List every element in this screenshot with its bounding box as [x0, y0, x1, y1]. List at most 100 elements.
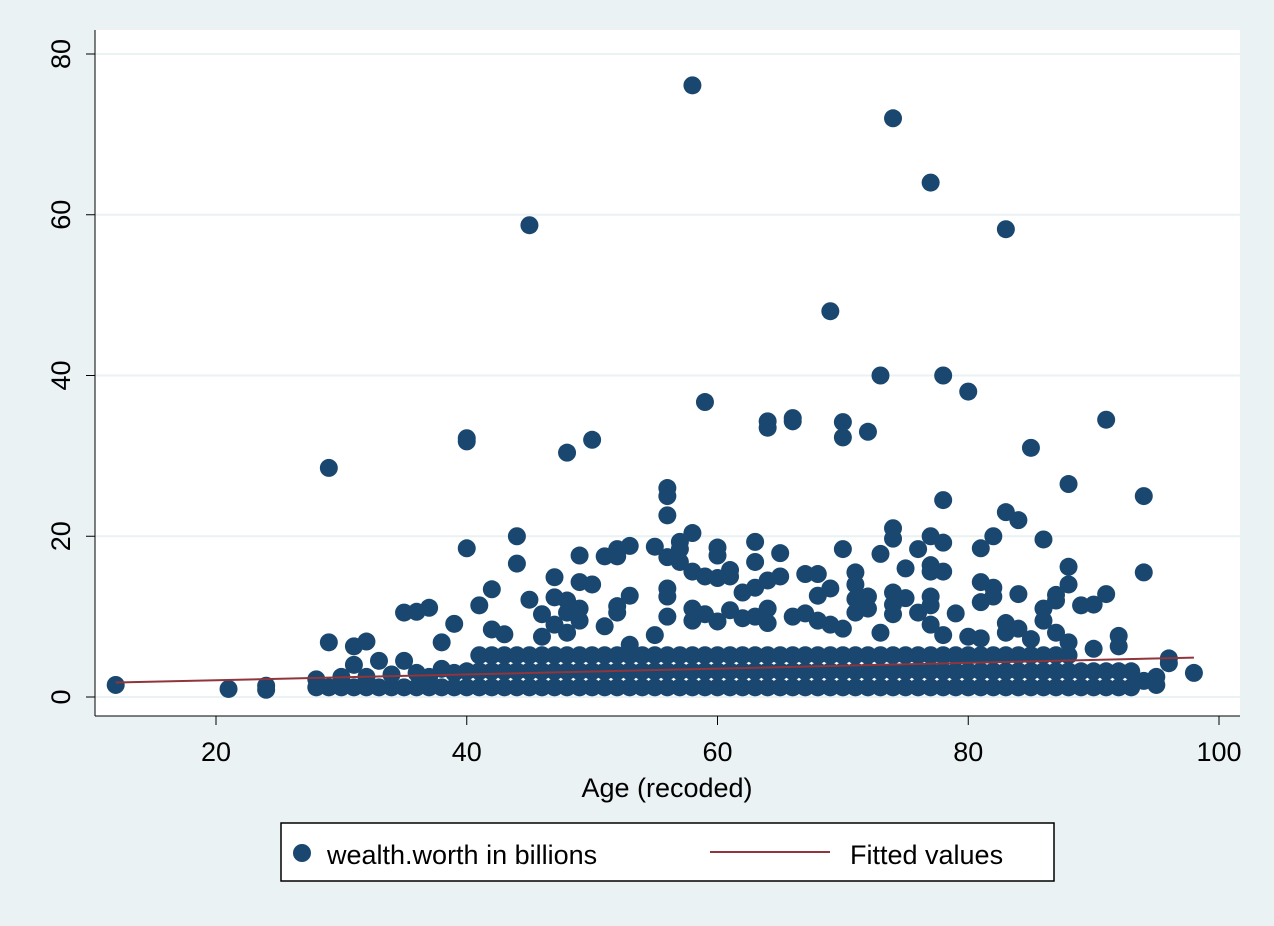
- data-point: [1009, 511, 1028, 530]
- data-point: [846, 662, 865, 681]
- data-point: [971, 678, 990, 697]
- data-point: [984, 587, 1003, 606]
- data-point: [620, 646, 639, 665]
- data-point: [833, 540, 852, 559]
- data-point: [921, 562, 940, 581]
- data-point: [959, 662, 978, 681]
- data-point: [570, 611, 589, 630]
- data-point: [670, 662, 689, 681]
- data-point: [470, 678, 489, 697]
- data-point: [1034, 646, 1053, 665]
- data-point: [896, 662, 915, 681]
- legend-box: [280, 822, 1055, 882]
- data-point: [858, 422, 877, 441]
- data-point: [758, 646, 777, 665]
- data-point: [1134, 671, 1153, 690]
- gridlines: [95, 53, 1240, 698]
- data-point: [771, 678, 790, 697]
- data-point: [934, 533, 953, 552]
- data-point: [833, 619, 852, 638]
- data-point: [758, 418, 777, 437]
- data-point: [871, 662, 890, 681]
- data-point: [507, 646, 526, 665]
- data-point: [520, 216, 539, 235]
- data-point: [570, 546, 589, 565]
- data-point: [683, 678, 702, 697]
- data-point: [1047, 662, 1066, 681]
- data-point: [532, 646, 551, 665]
- data-point: [670, 552, 689, 571]
- legend: wealth.worth in billions Fitted values: [280, 822, 1055, 882]
- data-point: [846, 575, 865, 594]
- data-point: [1134, 563, 1153, 582]
- data-point: [658, 662, 677, 681]
- data-point: [858, 662, 877, 681]
- data-point: [395, 651, 414, 670]
- data-point: [1034, 662, 1053, 681]
- data-point: [683, 524, 702, 543]
- data-point: [934, 626, 953, 645]
- data-point: [1047, 678, 1066, 697]
- data-point: [708, 546, 727, 565]
- data-point: [721, 662, 740, 681]
- data-point: [708, 612, 727, 631]
- data-point: [858, 599, 877, 618]
- data-point: [1184, 663, 1203, 682]
- data-point: [1021, 646, 1040, 665]
- data-point: [833, 646, 852, 665]
- data-point: [821, 678, 840, 697]
- data-point: [695, 393, 714, 412]
- data-point: [357, 632, 376, 651]
- data-point: [808, 646, 827, 665]
- data-point: [871, 678, 890, 697]
- data-point: [996, 678, 1015, 697]
- data-point: [595, 617, 614, 636]
- data-point: [909, 540, 928, 559]
- data-point: [796, 678, 815, 697]
- data-point: [545, 678, 564, 697]
- data-point: [1059, 475, 1078, 494]
- data-point: [1097, 585, 1116, 604]
- data-point: [319, 678, 338, 697]
- x-axis-title: Age (recoded): [581, 773, 752, 803]
- data-point: [846, 646, 865, 665]
- data-point: [971, 662, 990, 681]
- data-point: [545, 662, 564, 681]
- data-point: [495, 662, 514, 681]
- data-point: [658, 678, 677, 697]
- data-point: [984, 678, 1003, 697]
- fitted-line: [115, 656, 1194, 684]
- data-point: [1072, 678, 1091, 697]
- data-point: [758, 678, 777, 697]
- fitted-values-line: [115, 656, 1194, 684]
- data-point: [658, 646, 677, 665]
- data-point: [721, 567, 740, 586]
- legend-label-scatter: wealth.worth in billions: [326, 840, 597, 870]
- data-point: [821, 646, 840, 665]
- data-point: [996, 646, 1015, 665]
- data-point: [1134, 487, 1153, 506]
- x-tick-label: 40: [452, 737, 482, 767]
- data-point: [984, 646, 1003, 665]
- data-point: [1097, 410, 1116, 429]
- data-point: [608, 547, 627, 566]
- data-point: [921, 678, 940, 697]
- y-tick-label: 0: [46, 689, 76, 704]
- data-point: [833, 678, 852, 697]
- data-point: [1059, 557, 1078, 576]
- data-point: [896, 646, 915, 665]
- data-point: [683, 662, 702, 681]
- data-point: [595, 646, 614, 665]
- data-point: [1084, 662, 1103, 681]
- data-point: [495, 646, 514, 665]
- data-point: [1009, 678, 1028, 697]
- data-point: [507, 678, 526, 697]
- data-point: [1034, 530, 1053, 549]
- data-point: [971, 629, 990, 648]
- x-ticks: 20 40 60 80 100: [201, 716, 1242, 767]
- data-point: [821, 302, 840, 321]
- data-point: [558, 623, 577, 642]
- legend-marker-scatter: [293, 844, 311, 862]
- data-point: [457, 678, 476, 697]
- data-point: [670, 540, 689, 559]
